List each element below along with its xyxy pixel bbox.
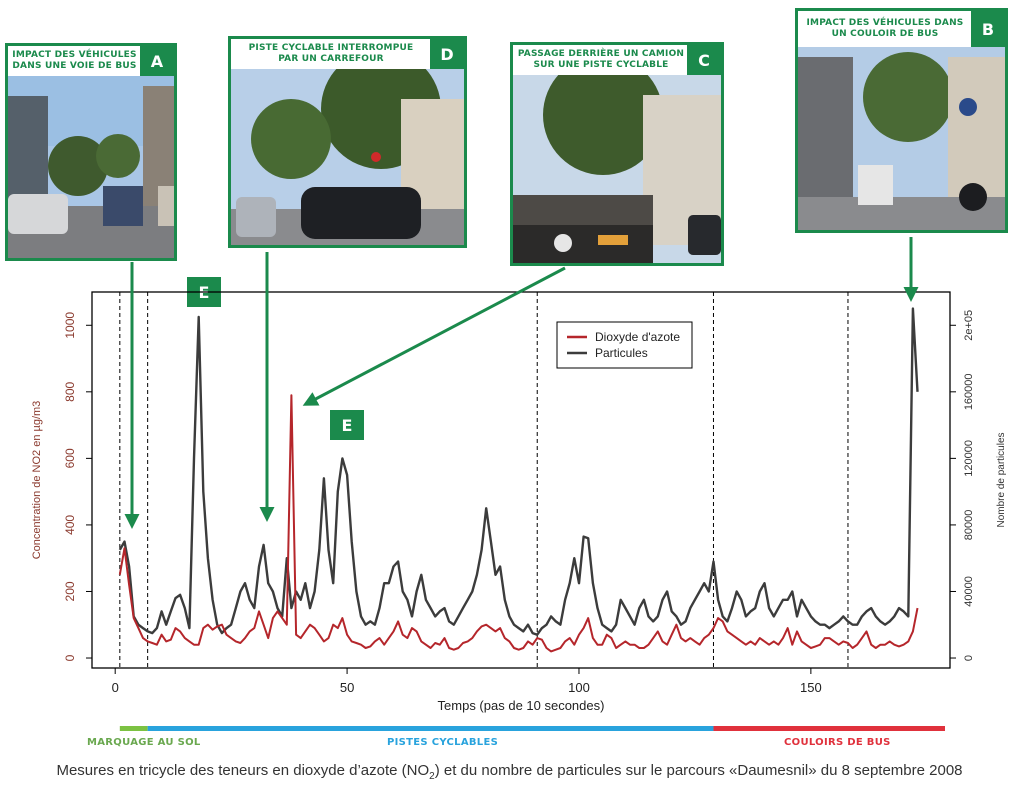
arrow-c [302, 266, 566, 406]
photo-label-a: IMPACT DES VÉHICULES DANS UNE VOIE DE BUS [8, 46, 141, 76]
photo-box-a: IMPACT DES VÉHICULES DANS UNE VOIE DE BUS… [5, 43, 177, 261]
y2-axis-label: Nombre de particules [996, 432, 1007, 527]
photo-cycle-lane-crossing [231, 69, 464, 245]
y-tick-label-1: 200 [63, 581, 77, 601]
segment-label-pistes: PISTES CYCLABLES [387, 737, 499, 748]
segment-label-marquage: MARQUAGE AU SOL [87, 737, 201, 748]
x-axis-label: Temps (pas de 10 secondes) [438, 698, 605, 713]
photo-label-c-line2: SUR UNE PISTE CYCLABLE [533, 60, 669, 70]
photo-box-b: IMPACT DES VÉHICULES DANS UN COULOIR DE B… [795, 8, 1008, 233]
photo-label-b-line2: UN COULOIR DE BUS [831, 29, 939, 39]
legend-label-0: Dioxyde d'azote [595, 330, 680, 344]
y2-tick-label-2: 80000 [963, 510, 975, 541]
caption-before: Mesures en tricycle des teneurs en dioxy… [56, 762, 430, 779]
segment-bar-2 [713, 726, 945, 731]
segment-bar-1 [147, 726, 714, 731]
photo-letter-c: C [687, 45, 721, 75]
photo-bus-corridor [798, 47, 1005, 230]
x-tick-label-0: 0 [112, 680, 119, 695]
y-tick-label-4: 800 [63, 381, 77, 401]
x-tick-label-1: 50 [340, 680, 354, 695]
legend-label-1: Particules [595, 346, 648, 360]
y2-tick-label-3: 120000 [963, 440, 975, 477]
x-tick-label-3: 150 [800, 680, 822, 695]
badge-e-2: E [330, 410, 364, 440]
y-tick-label-2: 400 [63, 515, 77, 535]
y2-tick-label-5: 2e+05 [963, 310, 975, 341]
y2-tick-label-4: 160000 [963, 373, 975, 410]
series-line-particles [118, 307, 919, 636]
figure-caption: Mesures en tricycle des teneurs en dioxy… [0, 762, 1019, 782]
photo-bus-lane [8, 76, 174, 258]
series-line-no2 [118, 394, 919, 653]
photo-box-c: PASSAGE DERRIÈRE UN CAMION SUR UNE PISTE … [510, 42, 724, 266]
y2-tick-label-0: 0 [963, 655, 975, 661]
plot-frame [91, 291, 951, 669]
y2-tick-label-1: 40000 [963, 576, 975, 607]
photo-label-a-line2: DANS UNE VOIE DE BUS [12, 61, 137, 71]
photo-label-a-line1: IMPACT DES VÉHICULES [12, 50, 137, 60]
segment-label-couloirs: COULOIRS DE BUS [784, 737, 891, 748]
legend-box [556, 321, 693, 369]
photo-letter-a: A [140, 46, 174, 76]
photo-label-d-line2: PAR UN CARREFOUR [278, 54, 384, 64]
photo-label-b-line1: IMPACT DES VÉHICULES DANS [806, 18, 964, 28]
y-tick-label-0: 0 [63, 654, 77, 661]
photo-label-d: PISTE CYCLABLE INTERROMPUE PAR UN CARREFO… [231, 39, 431, 69]
y-axis-label: Concentration de NO2 en µg/m3 [31, 401, 43, 560]
caption-after: ) et du nombre de particules sur le parc… [434, 762, 963, 779]
photo-box-d: PISTE CYCLABLE INTERROMPUE PAR UN CARREFO… [228, 36, 467, 248]
photo-behind-truck [513, 75, 721, 263]
photo-label-c: PASSAGE DERRIÈRE UN CAMION SUR UNE PISTE … [513, 45, 689, 75]
x-tick-label-2: 100 [568, 680, 590, 695]
photo-label-c-line1: PASSAGE DERRIÈRE UN CAMION [517, 49, 685, 59]
segment-bar-0 [119, 726, 148, 731]
y-tick-label-5: 1000 [63, 312, 77, 339]
y-tick-label-3: 600 [63, 448, 77, 468]
photo-label-b: IMPACT DES VÉHICULES DANS UN COULOIR DE B… [798, 11, 972, 47]
photo-label-d-line1: PISTE CYCLABLE INTERROMPUE [248, 43, 414, 53]
caption-sub: 2 [429, 771, 435, 782]
photo-letter-d: D [430, 39, 464, 69]
photo-letter-b: B [971, 11, 1005, 47]
